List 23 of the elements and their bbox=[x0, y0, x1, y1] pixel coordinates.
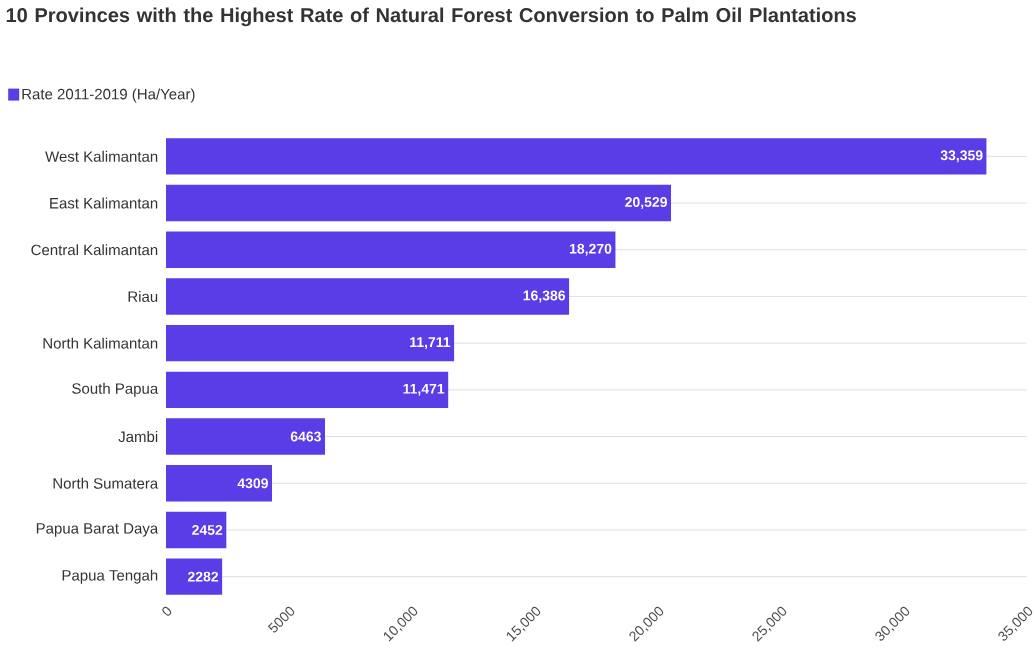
data-label: 18,270 bbox=[569, 243, 612, 256]
data-label: 4309 bbox=[237, 478, 268, 489]
data-label: 11,711 bbox=[410, 337, 451, 350]
data-label: 2282 bbox=[187, 571, 219, 582]
x-tick-label: 0 bbox=[162, 606, 172, 616]
data-label: 11,471 bbox=[403, 383, 445, 396]
y-tick-label: North Kalimantan bbox=[43, 337, 158, 349]
chart-title: 10 Provinces with the Highest Rate of Natural Forest Conversion to Palm Oil Plantations bbox=[6, 7, 856, 27]
y-tick-label: East Kalimantan bbox=[50, 197, 158, 209]
y-tick-label: Central Kalimantan bbox=[31, 244, 158, 256]
data-label: 6463 bbox=[290, 431, 321, 442]
y-tick-label: West Kalimantan bbox=[45, 150, 158, 162]
data-label: 16,386 bbox=[523, 290, 566, 303]
data-label: 33,359 bbox=[940, 150, 983, 163]
y-tick-label: South Papua bbox=[72, 382, 159, 397]
y-tick-label: Riau bbox=[128, 290, 158, 302]
y-tick-label: North Sumatera bbox=[53, 477, 159, 489]
y-tick-label: Papua Tengah bbox=[62, 569, 158, 584]
y-tick-label: Jambi bbox=[118, 431, 158, 443]
legend-label: Rate 2011-2019 (Ha/Year) bbox=[22, 88, 195, 103]
data-label: 20,529 bbox=[625, 197, 667, 210]
data-label: 2452 bbox=[192, 524, 223, 535]
y-tick-label: Papua Barat Daya bbox=[36, 523, 159, 537]
